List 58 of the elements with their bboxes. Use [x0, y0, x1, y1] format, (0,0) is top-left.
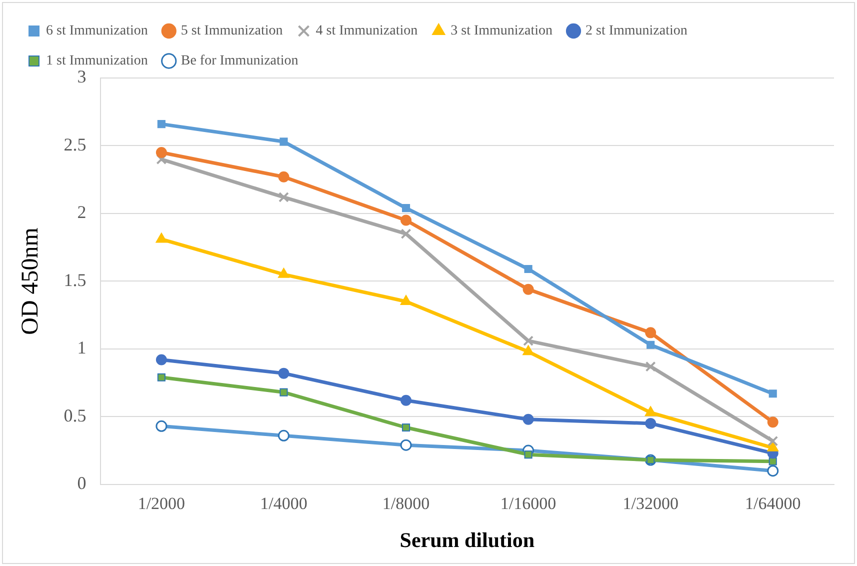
- y-tick-label: 1.5: [64, 270, 86, 290]
- point: [156, 147, 167, 158]
- y-tick-label: 2.5: [64, 134, 86, 154]
- x-tick-label: 1/16000: [500, 494, 556, 514]
- x-tick-label: 1/4000: [260, 494, 308, 514]
- point: [646, 340, 655, 349]
- point: [645, 418, 656, 429]
- point: [524, 450, 532, 459]
- point: [400, 439, 412, 451]
- y-tick-label: 3: [77, 66, 86, 87]
- point: [280, 138, 288, 146]
- point: [645, 361, 656, 372]
- legend-label: 3 st Immunization: [450, 24, 553, 39]
- point: [280, 388, 288, 396]
- point: [768, 457, 777, 466]
- point: [156, 154, 167, 165]
- point: [644, 406, 656, 416]
- point: [157, 120, 166, 128]
- y-tick-label: 0: [77, 473, 86, 494]
- point: [156, 232, 168, 243]
- x-tick-label: 1/2000: [138, 494, 186, 514]
- legend-label: 1 st Immunization: [46, 54, 148, 69]
- point: [524, 264, 532, 274]
- legend-label: 2 st Immunization: [586, 24, 688, 39]
- point: [400, 214, 412, 226]
- point: [400, 228, 412, 240]
- point: [156, 420, 168, 432]
- point: [645, 327, 656, 338]
- point: [768, 436, 778, 446]
- point: [278, 192, 289, 202]
- point: [767, 441, 779, 452]
- x-tick-label: 1/32000: [622, 494, 678, 514]
- point: [767, 465, 779, 477]
- y-tick-label: 0.5: [64, 405, 86, 426]
- point: [278, 430, 290, 442]
- x-tick-label: 1/8000: [382, 494, 430, 514]
- point: [400, 394, 412, 406]
- x-tick-label: 1/64000: [744, 494, 801, 514]
- point: [522, 345, 534, 356]
- point: [156, 354, 167, 366]
- point: [278, 368, 290, 379]
- legend-label: Be for Immunization: [180, 54, 298, 69]
- x-axis-title: Serum dilution: [400, 528, 535, 552]
- point: [278, 171, 290, 182]
- point: [523, 336, 534, 346]
- y-tick-label: 2: [77, 202, 86, 222]
- point: [522, 414, 534, 425]
- legend-label: 6 st Immunization: [46, 24, 148, 39]
- point: [157, 373, 166, 382]
- point: [402, 423, 410, 432]
- point: [767, 416, 778, 428]
- y-axis-title: OD 450nm: [18, 227, 44, 335]
- point: [768, 390, 777, 398]
- point: [402, 204, 410, 212]
- legend-label: 5 st Immunization: [180, 24, 283, 39]
- point: [522, 284, 534, 295]
- legend-label: 4 st Immunization: [316, 24, 418, 39]
- y-tick-label: 1: [77, 338, 86, 358]
